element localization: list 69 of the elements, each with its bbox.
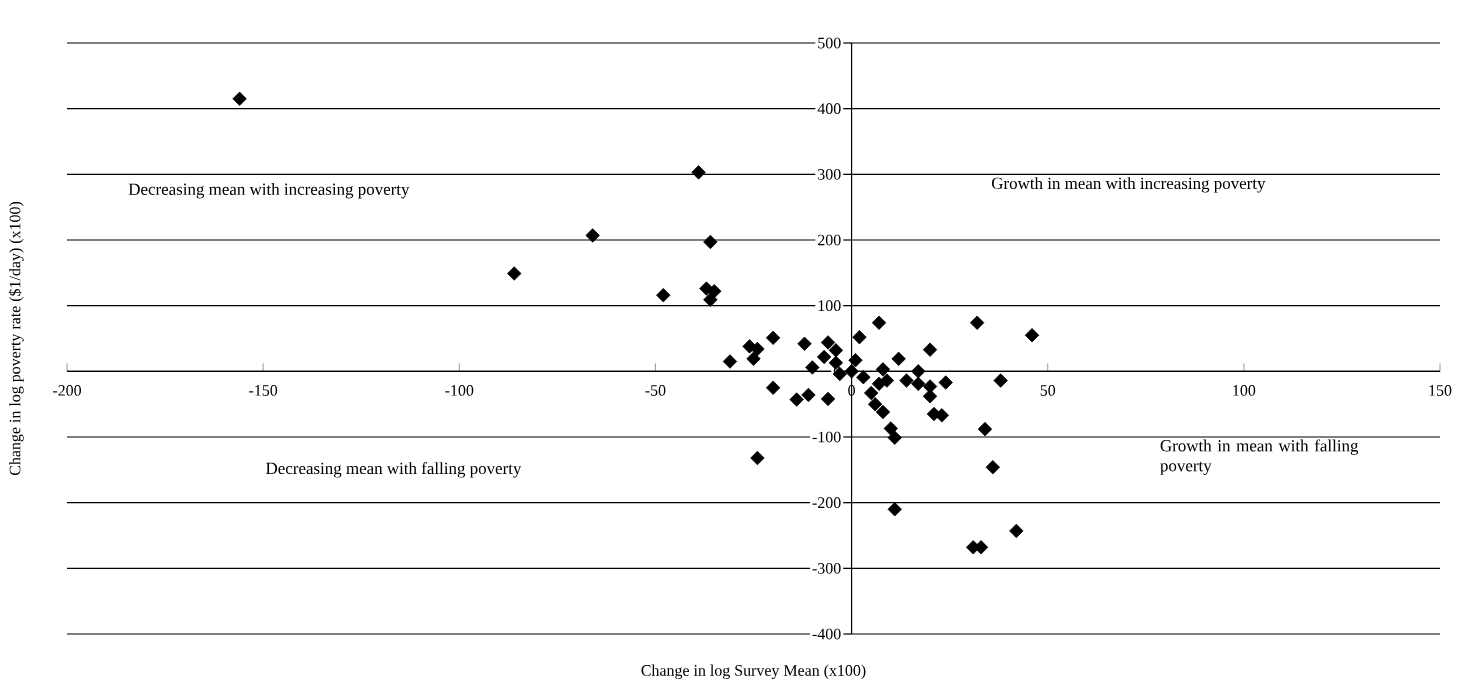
point: [820, 335, 836, 350]
point: [887, 430, 902, 445]
point: [993, 373, 1008, 388]
point: [750, 450, 765, 466]
point: [871, 376, 887, 391]
point: [746, 351, 761, 367]
point: [703, 234, 718, 250]
point: [864, 385, 879, 401]
point: [856, 370, 871, 385]
point: [875, 404, 891, 420]
point: [1024, 328, 1040, 343]
point: [789, 392, 804, 407]
point: [750, 341, 765, 357]
point: [765, 330, 781, 346]
x-tick-label: 150: [1429, 385, 1452, 396]
annotation: Decreasing mean with increasing poverty: [128, 183, 410, 199]
y-tick-label: -100: [812, 431, 841, 443]
point: [911, 364, 926, 379]
point: [848, 353, 863, 368]
x-tick-label: 100: [1233, 385, 1256, 396]
point: [977, 421, 993, 437]
point: [938, 375, 953, 390]
point: [816, 349, 832, 365]
annotation: Growth in mean with increasing poverty: [991, 177, 1266, 193]
point: [922, 389, 938, 404]
point: [703, 292, 718, 307]
y-tick-label: 500: [818, 37, 841, 49]
point: [867, 397, 883, 412]
point: [922, 342, 938, 357]
y-tick-label: -300: [812, 562, 841, 574]
point: [691, 165, 706, 180]
point: [507, 266, 522, 281]
point: [969, 315, 985, 330]
point: [828, 343, 844, 358]
point: [899, 373, 914, 388]
point: [801, 387, 816, 403]
x-axis-title: Change in log Survey Mean (x100): [641, 664, 866, 680]
x-tick-label: -50: [645, 385, 666, 396]
x-tick-label: -200: [52, 385, 82, 396]
annotation: Decreasing mean with falling poverty: [266, 462, 522, 478]
x-tick-label: -100: [445, 385, 474, 396]
y-tick-label: -200: [812, 497, 841, 509]
point: [871, 315, 887, 330]
point: [1009, 523, 1024, 539]
point: [585, 228, 600, 243]
point: [722, 354, 738, 369]
point: [765, 380, 781, 395]
point: [887, 502, 902, 517]
point: [911, 376, 926, 391]
y-tick-label: -400: [812, 628, 841, 640]
point: [656, 288, 671, 303]
point: [852, 330, 867, 345]
y-tick-label: 200: [817, 234, 841, 246]
point: [232, 91, 247, 106]
point: [797, 336, 812, 351]
point: [883, 421, 898, 436]
y-tick-label: 300: [818, 168, 841, 180]
y-axis-title: Change in log poverty rate ($1/day) (x100): [8, 201, 24, 476]
point: [805, 360, 820, 375]
x-tick-label: -150: [249, 385, 278, 396]
point: [891, 351, 906, 367]
point: [844, 364, 859, 379]
point: [820, 391, 836, 407]
y-tick-label: 100: [818, 300, 841, 312]
point: [985, 460, 1000, 475]
annotation: Growth in mean with falling poverty: [1160, 439, 1359, 475]
x-tick-label: 50: [1040, 385, 1056, 396]
point: [875, 362, 891, 377]
y-tick-label: 400: [817, 103, 841, 115]
